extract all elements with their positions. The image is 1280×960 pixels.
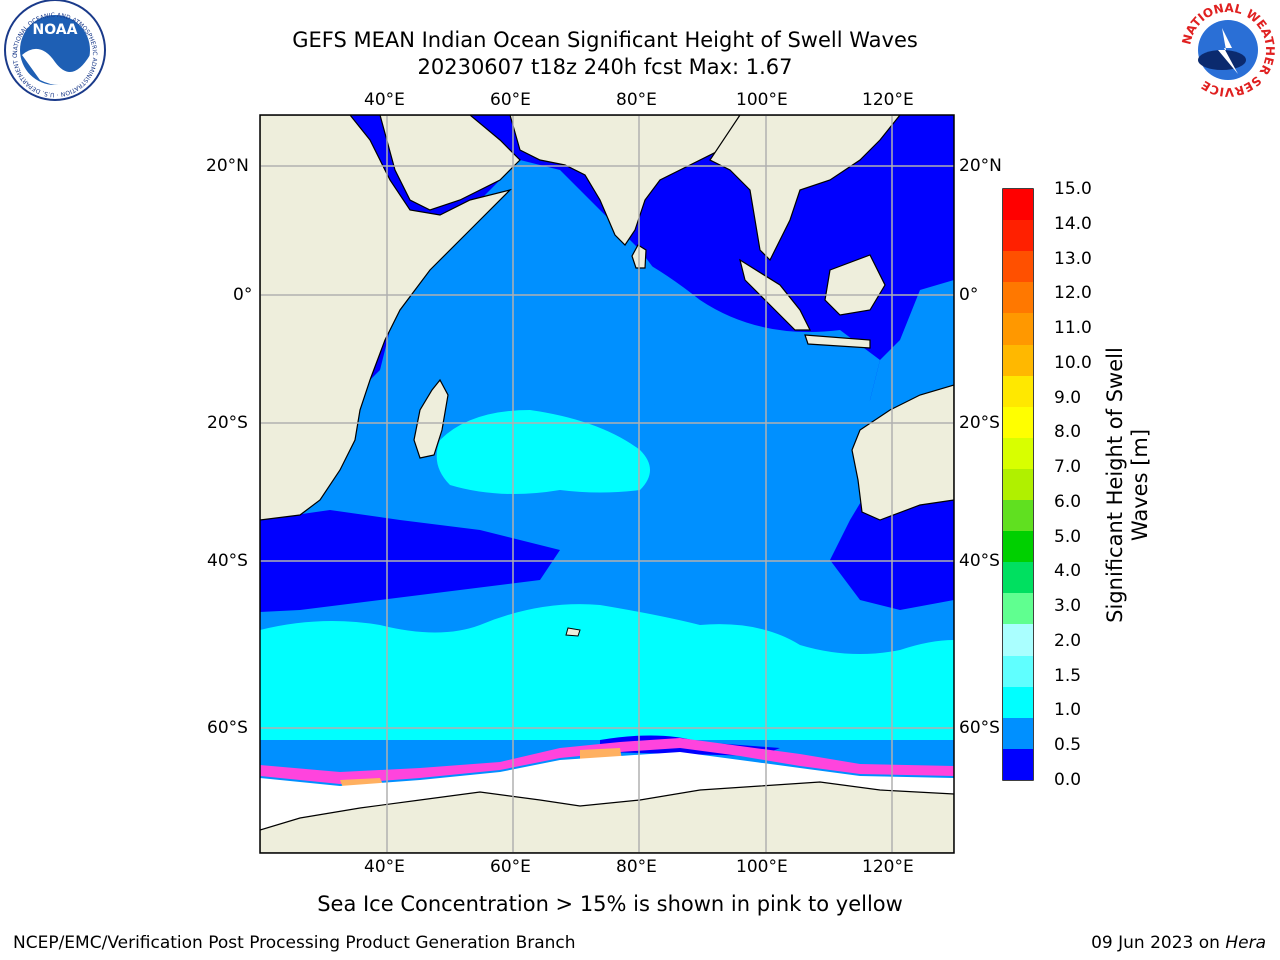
colorbar-title: Significant Height of Swell Waves [m] xyxy=(1103,275,1153,695)
y-tick-right: 60°S xyxy=(959,718,1000,738)
footer-date: 09 Jun 2023 on Hera xyxy=(1091,932,1266,954)
colorbar-swatch xyxy=(1003,313,1033,345)
colorbar-swatch xyxy=(1003,438,1033,469)
y-tick-left: 40°S xyxy=(207,551,248,571)
colorbar-swatch xyxy=(1003,282,1033,313)
colorbar-swatch xyxy=(1003,469,1033,500)
footer-host: Hera xyxy=(1225,933,1266,953)
y-tick-left: 20°S xyxy=(207,413,248,433)
x-tick-top: 80°E xyxy=(616,90,657,110)
colorbar-label: 5.0 xyxy=(1054,527,1082,547)
arabia-land xyxy=(379,115,521,211)
india-land xyxy=(509,115,741,246)
colorbar-swatch xyxy=(1003,345,1033,376)
x-tick-top: 40°E xyxy=(364,90,405,110)
colorbar-swatch xyxy=(1003,407,1033,438)
footer-date-text: 09 Jun 2023 on xyxy=(1091,933,1226,953)
y-tick-right: 40°S xyxy=(959,551,1000,571)
colorbar-label: 13.0 xyxy=(1054,249,1092,269)
colorbar-swatch xyxy=(1003,251,1033,282)
colorbar-swatch xyxy=(1003,593,1033,624)
y-tick-left: 20°N xyxy=(206,156,249,176)
colorbar-swatch xyxy=(1003,220,1033,251)
map-subtitle: 20230607 t18z 240h fcst Max: 1.67 xyxy=(417,55,793,79)
noaa-logo: NATIONAL OCEANIC AND ATMOSPHERIC ADMINIS… xyxy=(0,0,106,101)
x-tick-bottom: 60°E xyxy=(490,857,531,877)
nws-logo: NATIONAL WEATHER SERVICE xyxy=(1179,1,1277,99)
colorbar-swatch xyxy=(1003,718,1033,749)
colorbar-swatch xyxy=(1003,376,1033,407)
se-asia-land xyxy=(709,115,901,262)
y-tick-right: 20°N xyxy=(959,156,1002,176)
kerguelen-land xyxy=(565,627,581,637)
x-tick-bottom: 40°E xyxy=(364,857,405,877)
noaa-logo-text: NOAA xyxy=(33,22,78,38)
map-frame xyxy=(259,114,955,854)
y-tick-left: 0° xyxy=(233,285,253,305)
x-tick-bottom: 80°E xyxy=(616,857,657,877)
colorbar-title-line2: Waves [m] xyxy=(1128,428,1152,542)
y-tick-right: 20°S xyxy=(959,413,1000,433)
africa-land xyxy=(260,115,512,521)
colorbar-label: 2.0 xyxy=(1054,631,1082,651)
x-tick-top: 100°E xyxy=(736,90,788,110)
colorbar-swatch xyxy=(1003,562,1033,593)
colorbar-label: 8.0 xyxy=(1054,422,1082,442)
x-tick-bottom: 100°E xyxy=(736,857,788,877)
colorbar-label: 10.0 xyxy=(1054,353,1092,373)
colorbar-label: 3.0 xyxy=(1054,596,1082,616)
colorbar-label: 7.0 xyxy=(1054,457,1082,477)
sea-ice-edge xyxy=(260,738,954,784)
colorbar-label: 6.0 xyxy=(1054,492,1082,512)
colorbar-title-line1: Significant Height of Swell xyxy=(1103,347,1127,623)
x-tick-top: 60°E xyxy=(490,90,531,110)
colorbar-label: 9.0 xyxy=(1054,388,1082,408)
map-gridlines xyxy=(260,115,954,853)
colorbar-label: 4.0 xyxy=(1054,561,1082,581)
colorbar-label: 0.5 xyxy=(1054,735,1082,755)
borneo-land xyxy=(824,254,886,316)
footer-credit: NCEP/EMC/Verification Post Processing Pr… xyxy=(13,933,576,953)
antarctica-land xyxy=(260,781,954,853)
colorbar-swatch xyxy=(1003,656,1033,687)
colorbar-label: 14.0 xyxy=(1054,214,1092,234)
colorbar-swatch xyxy=(1003,189,1033,220)
map-area xyxy=(260,115,954,853)
colorbar-label: 0.0 xyxy=(1054,770,1082,790)
ocean-swell-1-0-1-5-central xyxy=(436,410,650,494)
y-tick-left: 60°S xyxy=(207,718,248,738)
colorbar-label: 11.0 xyxy=(1054,318,1092,338)
colorbar xyxy=(1003,189,1033,780)
x-tick-top: 120°E xyxy=(862,90,914,110)
colorbar-swatch xyxy=(1003,500,1033,531)
java-land xyxy=(804,334,871,349)
map-title: GEFS MEAN Indian Ocean Significant Heigh… xyxy=(292,28,918,52)
x-tick-bottom: 120°E xyxy=(862,857,914,877)
sea-ice-caption: Sea Ice Concentration > 15% is shown in … xyxy=(317,892,903,916)
colorbar-label: 15.0 xyxy=(1054,179,1092,199)
colorbar-swatch xyxy=(1003,531,1033,562)
colorbar-swatch xyxy=(1003,687,1033,718)
colorbar-label: 1.5 xyxy=(1054,666,1082,686)
colorbar-label: 12.0 xyxy=(1054,283,1092,303)
y-tick-right: 0° xyxy=(959,285,979,305)
madagascar-land xyxy=(413,378,449,459)
colorbar-swatch xyxy=(1003,749,1033,780)
colorbar-swatch xyxy=(1003,624,1033,656)
colorbar-label: 1.0 xyxy=(1054,700,1082,720)
australia-land xyxy=(851,384,954,521)
